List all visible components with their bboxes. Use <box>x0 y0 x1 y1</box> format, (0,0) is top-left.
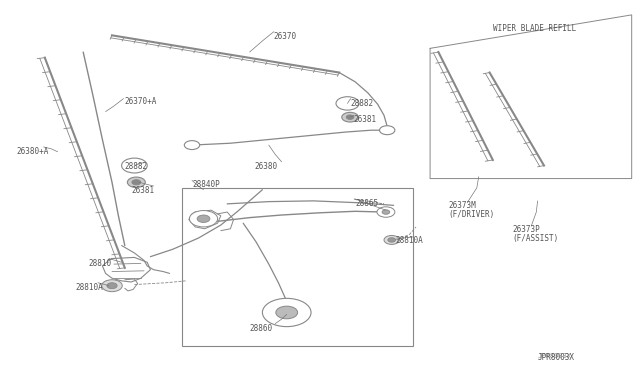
Text: (F/ASSIST): (F/ASSIST) <box>512 234 558 243</box>
Circle shape <box>197 215 210 222</box>
Text: 26381: 26381 <box>354 115 377 124</box>
Text: WIPER BLADE REFILL: WIPER BLADE REFILL <box>493 24 576 33</box>
Text: (F/DRIVER): (F/DRIVER) <box>448 210 494 219</box>
Text: 28810A: 28810A <box>76 283 103 292</box>
Text: 26373M: 26373M <box>448 201 476 210</box>
Circle shape <box>122 158 147 173</box>
Circle shape <box>127 177 145 187</box>
Text: 28882: 28882 <box>125 162 148 171</box>
Circle shape <box>384 235 399 244</box>
Text: 28840P: 28840P <box>192 180 220 189</box>
Circle shape <box>336 97 359 110</box>
Circle shape <box>380 126 395 135</box>
Circle shape <box>262 298 311 327</box>
Text: 28810A: 28810A <box>396 236 423 245</box>
Text: 26380+A: 26380+A <box>16 147 49 156</box>
Bar <box>182 188 413 346</box>
Text: 26380: 26380 <box>255 162 278 171</box>
Text: 28882: 28882 <box>351 99 374 108</box>
Circle shape <box>102 280 122 292</box>
Circle shape <box>346 115 354 119</box>
Text: 26370+A: 26370+A <box>125 97 157 106</box>
Circle shape <box>132 180 141 185</box>
Circle shape <box>184 141 200 150</box>
Circle shape <box>342 112 358 122</box>
Circle shape <box>276 306 298 319</box>
Circle shape <box>189 211 218 227</box>
Text: 28865: 28865 <box>355 199 378 208</box>
Text: 26381: 26381 <box>131 186 154 195</box>
Text: 28860: 28860 <box>250 324 273 333</box>
Text: 26373P: 26373P <box>512 225 540 234</box>
Circle shape <box>382 210 390 214</box>
Circle shape <box>388 238 396 242</box>
Text: 26370: 26370 <box>274 32 297 41</box>
Text: 28810: 28810 <box>88 259 111 267</box>
Circle shape <box>107 283 117 289</box>
Text: JPR8003X: JPR8003X <box>538 353 572 359</box>
Text: JPR8003X: JPR8003X <box>538 353 575 362</box>
Circle shape <box>377 207 395 217</box>
